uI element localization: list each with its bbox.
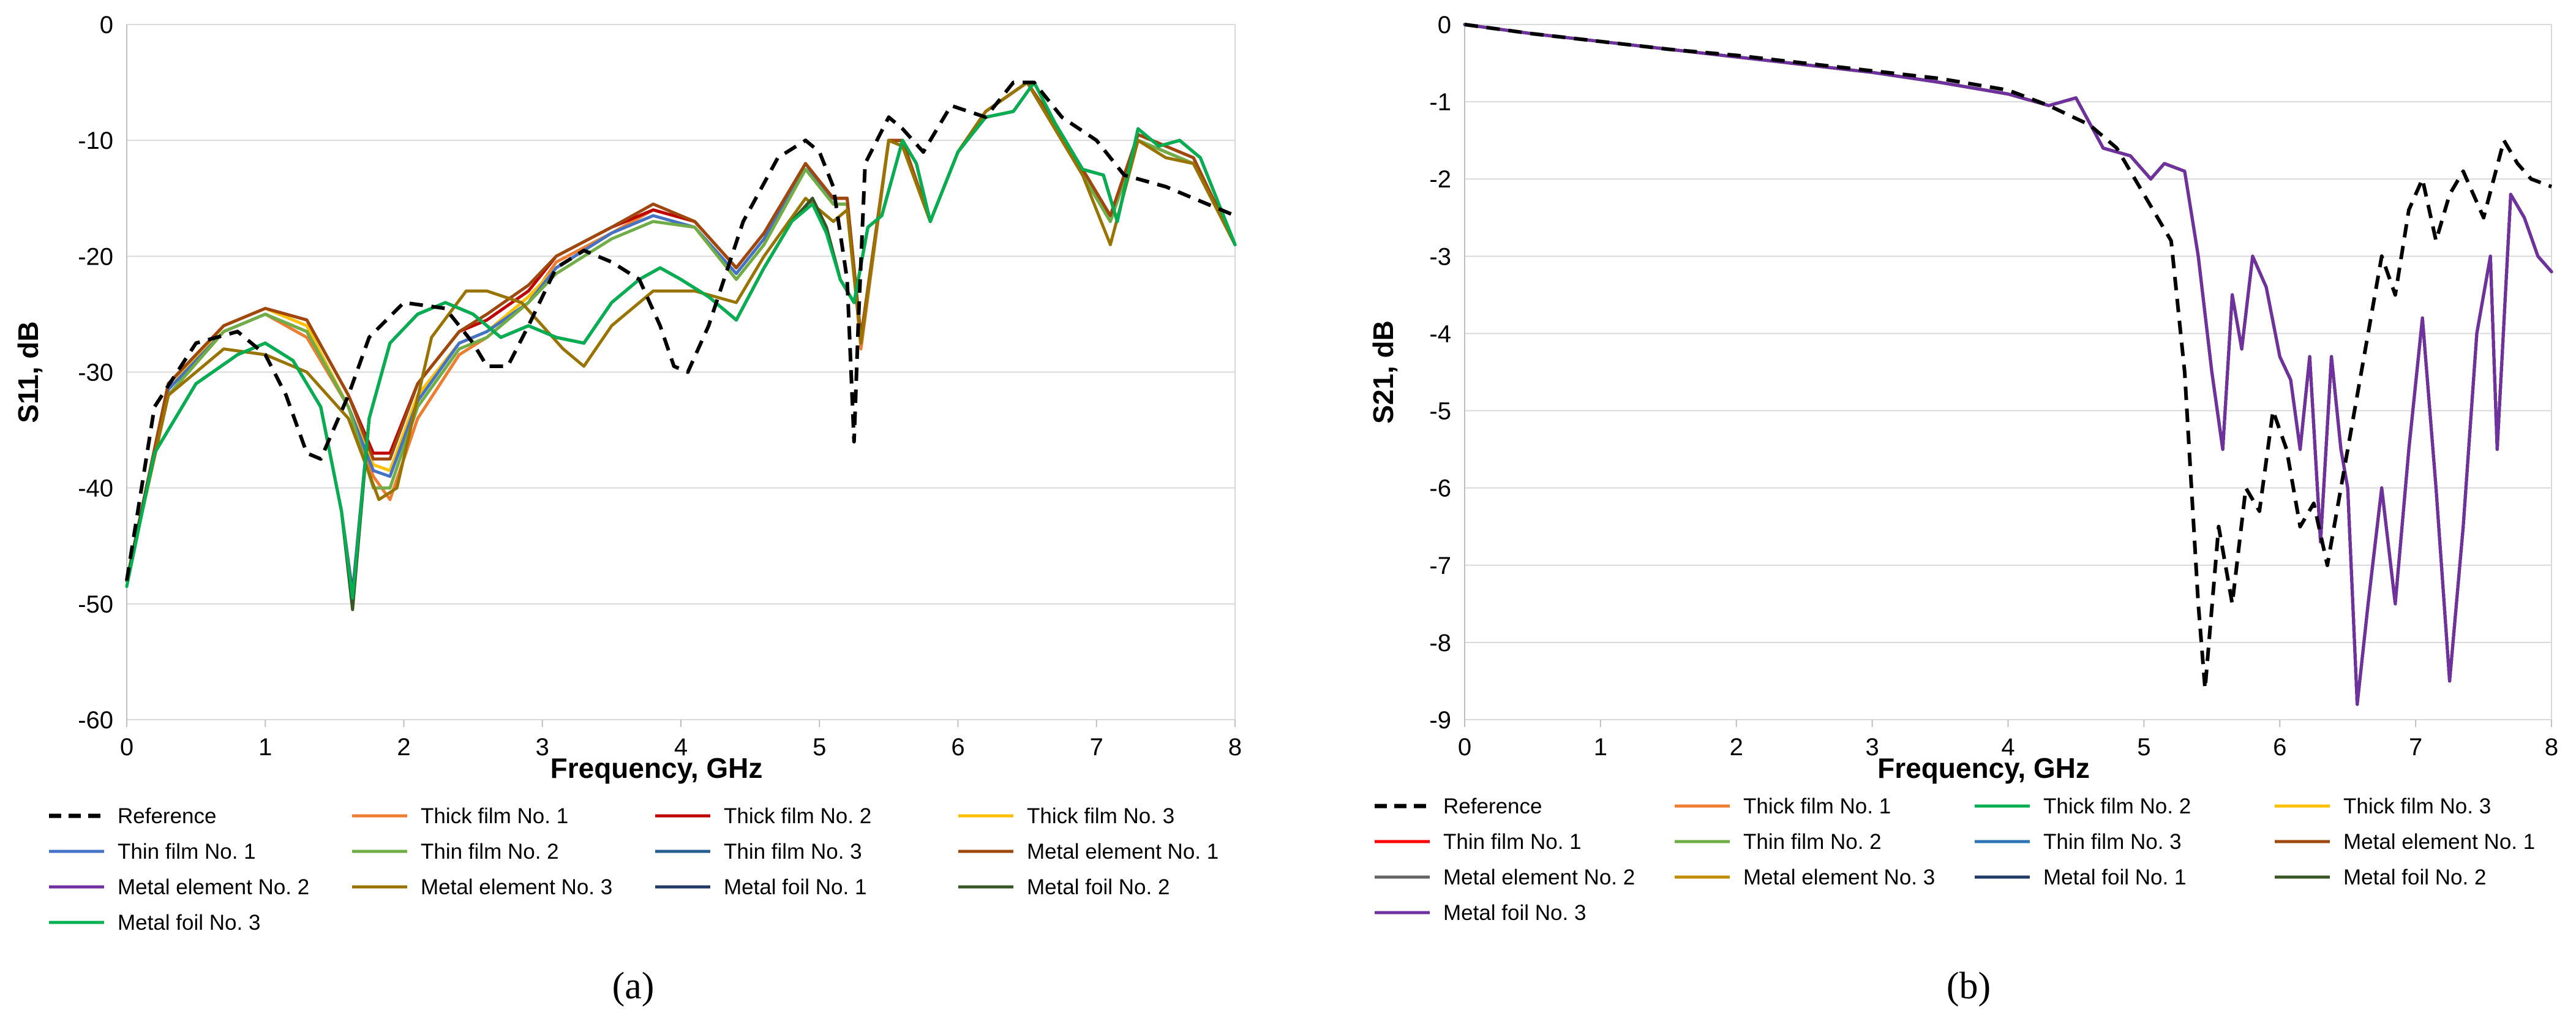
series-line-metal-element-no-1-b bbox=[1463, 23, 2553, 706]
legend-label-metal-element-no-3-b: Metal element No. 3 bbox=[1743, 865, 1935, 889]
panel-label-b: (b) bbox=[1947, 965, 1991, 1007]
series-line-thick-film-no-3-a bbox=[125, 81, 1237, 582]
legend-label-metal-foil-no-3-b: Metal foil No. 3 bbox=[1443, 901, 1586, 925]
legend-label-thick-film-no-2-a: Thick film No. 2 bbox=[724, 804, 871, 828]
series-line-thin-film-no-1-b bbox=[1463, 23, 2553, 706]
legend-label-metal-element-no-1-b: Metal element No. 1 bbox=[2343, 830, 2535, 854]
series-line-thick-film-no-1-a bbox=[125, 81, 1237, 582]
y-tick-label-a: -20 bbox=[78, 243, 113, 270]
legend-label-thick-film-no-1-b: Thick film No. 1 bbox=[1743, 794, 1891, 818]
x-tick-label-a: 8 bbox=[1228, 734, 1242, 761]
y-tick-label-b: 0 bbox=[1438, 12, 1451, 39]
x-tick-label-b: 7 bbox=[2409, 734, 2422, 761]
y-tick-label-b: -1 bbox=[1429, 89, 1451, 116]
series-line-metal-element-no-2-a bbox=[125, 81, 1237, 594]
series-line-reference-a bbox=[125, 80, 1236, 581]
series-line-metal-foil-no-3-a bbox=[125, 81, 1237, 600]
chart-s21: 0 -1 -2 -3 -4 -5 -6 -7 -8 -9 0 1 2 3 4 5 6 7 8 Frequency, G… bbox=[1367, 12, 2558, 925]
y-tick-label-b: -7 bbox=[1429, 552, 1451, 579]
y-tick-label-b: -8 bbox=[1429, 630, 1451, 657]
legend-label-metal-element-no-2-a: Metal element No. 2 bbox=[118, 875, 309, 899]
legend-label-thin-film-no-1-a: Thin film No. 1 bbox=[118, 840, 256, 864]
series-line-thick-film-no-3-b bbox=[1463, 23, 2553, 706]
series-line-thin-film-no-2-b bbox=[1463, 23, 2553, 706]
series-line-metal-foil-no-1-a bbox=[125, 81, 1237, 606]
y-axis-title-a: S11, dB bbox=[12, 321, 44, 423]
y-tick-label-b: -9 bbox=[1429, 707, 1451, 734]
y-tick-label-b: -3 bbox=[1429, 243, 1451, 270]
legend-label-metal-foil-no-2-b: Metal foil No. 2 bbox=[2343, 865, 2486, 889]
legend-label-thick-film-no-3-a: Thick film No. 3 bbox=[1027, 804, 1174, 828]
legend-label-thin-film-no-2-a: Thin film No. 2 bbox=[421, 840, 559, 864]
y-tick-label-a: -60 bbox=[78, 707, 113, 734]
series-line-thin-film-no-2-a bbox=[125, 81, 1237, 582]
x-tick-label-a: 5 bbox=[813, 734, 826, 761]
legend-label-metal-element-no-3-a: Metal element No. 3 bbox=[421, 875, 612, 899]
panel-label-a: (a) bbox=[612, 965, 655, 1007]
series-line-metal-foil-no-2-b bbox=[1463, 23, 2553, 706]
y-tick-label-a: -30 bbox=[78, 360, 113, 386]
legend-label-thin-film-no-3-b: Thin film No. 3 bbox=[2043, 830, 2182, 854]
legend-label-thin-film-no-1-b: Thin film No. 1 bbox=[1443, 830, 1582, 854]
y-tick-label-a: -50 bbox=[78, 591, 113, 618]
y-tick-label-a: -10 bbox=[78, 127, 113, 154]
x-tick-label-b: 8 bbox=[2545, 734, 2558, 761]
y-tick-label-b: -5 bbox=[1429, 398, 1451, 425]
y-tick-label-a: -40 bbox=[78, 475, 113, 502]
series-line-metal-element-no-3-a bbox=[125, 81, 1237, 582]
x-tick-label-a: 0 bbox=[120, 734, 133, 761]
x-tick-label-b: 1 bbox=[1594, 734, 1607, 761]
chart-s11: 0 -10 -20 -30 -40 -50 -60 0 1 2 3 4 5 6 7 8 Frequency, G… bbox=[12, 12, 1242, 935]
x-axis-title-b: Frequency, GHz bbox=[1877, 752, 2090, 784]
x-tick-label-a: 6 bbox=[951, 734, 964, 761]
y-tick-label-a: 0 bbox=[100, 12, 113, 39]
x-tick-label-a: 2 bbox=[397, 734, 410, 761]
series-line-metal-element-no-1-a bbox=[125, 81, 1237, 582]
series-line-thin-film-no-1-a bbox=[125, 81, 1237, 582]
legend-label-thick-film-no-2-b: Thick film No. 2 bbox=[2043, 794, 2191, 818]
series-line-metal-foil-no-2-a bbox=[125, 81, 1237, 611]
series-line-thin-film-no-3-a bbox=[125, 81, 1237, 606]
x-tick-label-b: 3 bbox=[1866, 734, 1879, 761]
legend-label-metal-foil-no-2-a: Metal foil No. 2 bbox=[1027, 875, 1170, 899]
legend-label-thin-film-no-2-b: Thin film No. 2 bbox=[1743, 830, 1882, 854]
x-tick-label-a: 1 bbox=[258, 734, 272, 761]
legend-label-metal-foil-no-3-a: Metal foil No. 3 bbox=[118, 911, 260, 935]
x-tick-label-b: 4 bbox=[2001, 734, 2015, 761]
legend-label-metal-element-no-1-a: Metal element No. 1 bbox=[1027, 840, 1219, 864]
x-tick-label-b: 6 bbox=[2273, 734, 2286, 761]
legend-label-thick-film-no-1-a: Thick film No. 1 bbox=[421, 804, 568, 828]
legend-label-reference-a: Reference bbox=[118, 804, 216, 828]
legend-label-thick-film-no-3-b: Thick film No. 3 bbox=[2343, 794, 2491, 818]
y-axis-title-b: S21, dB bbox=[1367, 320, 1399, 424]
series-line-metal-foil-no-1-b bbox=[1463, 23, 2553, 706]
series-line-thin-film-no-3-b bbox=[1463, 23, 2553, 706]
y-tick-label-b: -6 bbox=[1429, 475, 1451, 502]
legend-label-thin-film-no-3-a: Thin film No. 3 bbox=[724, 840, 862, 864]
x-tick-label-a: 7 bbox=[1090, 734, 1103, 761]
x-tick-label-b: 2 bbox=[1730, 734, 1743, 761]
series-line-metal-element-no-2-b bbox=[1463, 23, 2553, 706]
legend-label-reference-b: Reference bbox=[1443, 794, 1542, 818]
x-tick-label-a: 3 bbox=[536, 734, 549, 761]
legend-label-metal-foil-no-1-a: Metal foil No. 1 bbox=[724, 875, 866, 899]
legend-label-metal-element-no-2-b: Metal element No. 2 bbox=[1443, 865, 1635, 889]
y-tick-label-b: -2 bbox=[1429, 166, 1451, 193]
series-line-reference-b bbox=[1464, 23, 2553, 691]
x-tick-label-a: 4 bbox=[674, 734, 688, 761]
x-tick-label-b: 5 bbox=[2137, 734, 2150, 761]
legend-label-metal-foil-no-1-b: Metal foil No. 1 bbox=[2043, 865, 2186, 889]
series-line-metal-element-no-3-b bbox=[1463, 23, 2553, 706]
series-line-thick-film-no-2-a bbox=[125, 81, 1237, 582]
series-line-metal-foil-no-3-b bbox=[1463, 23, 2553, 706]
series-line-thick-film-no-2-b bbox=[1463, 23, 2553, 706]
y-tick-label-b: -4 bbox=[1429, 320, 1451, 347]
series-line-thick-film-no-1-b bbox=[1463, 23, 2553, 706]
x-tick-label-b: 0 bbox=[1458, 734, 1471, 761]
x-axis-title-a: Frequency, GHz bbox=[550, 752, 763, 784]
